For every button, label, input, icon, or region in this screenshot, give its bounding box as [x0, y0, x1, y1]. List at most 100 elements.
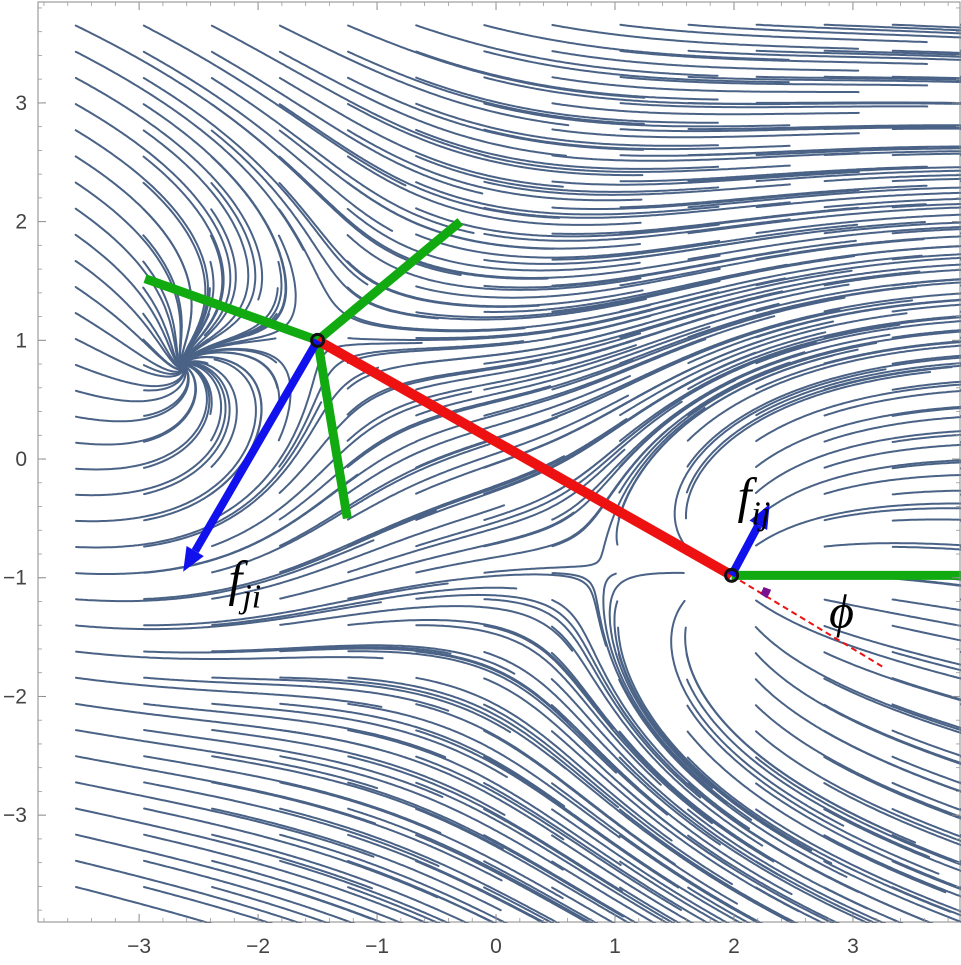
- streamline: [754, 704, 961, 819]
- streamline: [550, 730, 800, 913]
- streamline: [687, 145, 961, 157]
- streamline: [891, 228, 961, 235]
- streamline: [211, 859, 404, 923]
- streamline: [415, 76, 719, 124]
- x-tick-label: −1: [365, 935, 389, 958]
- streamline: [823, 416, 961, 443]
- streamline: [415, 155, 720, 193]
- streamline: [483, 808, 676, 923]
- streamline: [483, 703, 733, 886]
- streamline: [617, 348, 859, 520]
- streamline: [346, 304, 652, 332]
- streamline: [74, 103, 232, 337]
- streamline: [415, 254, 721, 279]
- streamline: [278, 50, 567, 157]
- streamline: [891, 329, 961, 339]
- streamline: [211, 443, 491, 574]
- streamline-field: [74, 23, 961, 923]
- streamline: [551, 808, 730, 923]
- streamline: [347, 418, 628, 547]
- streamline: [823, 49, 961, 56]
- streamline: [415, 593, 651, 746]
- streamline: [346, 181, 641, 250]
- streamline: [143, 859, 356, 923]
- streamline: [142, 24, 407, 187]
- streamline: [483, 24, 790, 61]
- streamline: [823, 268, 961, 287]
- x-tick-label: −3: [127, 935, 151, 958]
- axis-ticks: [38, 2, 960, 922]
- streamline: [755, 191, 961, 209]
- streamline: [618, 808, 799, 923]
- streamline: [75, 358, 257, 523]
- streamline: [483, 50, 790, 84]
- streamline: [211, 504, 505, 600]
- streamline: [211, 586, 518, 626]
- streamline: [755, 299, 961, 339]
- streamline: [891, 729, 961, 757]
- streamline: [279, 605, 574, 652]
- streamline: [755, 782, 961, 890]
- streamline: [143, 781, 440, 867]
- streamline: [823, 834, 961, 898]
- axis-tick-labels: −3 −2 −1 0 1 2 3 −3 −2 −1 0 1 2 3: [3, 92, 859, 958]
- streamline: [551, 24, 860, 50]
- streamline: [608, 571, 714, 789]
- streamline: [755, 256, 961, 287]
- streamline: [551, 599, 751, 830]
- streamline: [347, 394, 629, 521]
- streamline: [618, 333, 891, 468]
- streamline: [550, 704, 793, 896]
- streamline: [346, 260, 644, 308]
- streamline: [279, 24, 570, 127]
- streamline: [178, 234, 297, 373]
- streamline: [891, 303, 961, 313]
- streamline: [143, 833, 430, 923]
- streamline: [755, 886, 826, 923]
- streamline: [619, 102, 929, 109]
- streamline: [74, 76, 264, 301]
- streamline: [346, 286, 647, 321]
- streamline: [891, 407, 961, 417]
- streamline: [687, 206, 961, 235]
- streamline: [483, 598, 702, 799]
- streamline: [415, 128, 720, 170]
- streamline: [143, 807, 439, 899]
- streamline: [755, 362, 961, 417]
- streamline: [602, 572, 753, 821]
- streamline: [613, 600, 787, 839]
- streamline: [755, 860, 878, 923]
- streamline: [142, 77, 369, 286]
- streamline: [687, 860, 796, 923]
- streamline: [891, 677, 961, 701]
- streamline: [618, 342, 878, 494]
- streamline: [823, 756, 961, 820]
- streamline: [551, 170, 860, 186]
- streamline: [211, 833, 470, 923]
- streamline: [551, 834, 695, 923]
- streamline: [143, 582, 449, 627]
- streamline: [279, 886, 386, 923]
- streamline: [415, 834, 591, 923]
- streamline: [551, 76, 860, 94]
- streamline: [279, 859, 451, 923]
- streamline: [619, 312, 908, 417]
- streamline: [415, 729, 680, 889]
- streamline: [823, 860, 961, 923]
- streamline: [823, 126, 961, 130]
- streamline: [823, 703, 961, 765]
- streamline: [278, 340, 525, 468]
- streamline: [618, 678, 848, 878]
- angle-arc: [760, 586, 772, 599]
- streamline: [619, 834, 761, 923]
- streamline: [551, 341, 817, 495]
- streamline: [618, 782, 835, 923]
- streamline: [415, 755, 682, 911]
- streamline: [551, 128, 860, 139]
- streamline: [551, 223, 859, 261]
- streamline: [143, 646, 452, 655]
- streamline: [415, 207, 720, 238]
- streamline: [891, 808, 961, 838]
